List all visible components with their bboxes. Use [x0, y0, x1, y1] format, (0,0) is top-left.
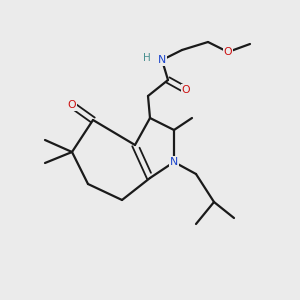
Text: N: N	[158, 55, 166, 65]
Text: O: O	[182, 85, 190, 95]
Text: O: O	[224, 47, 232, 57]
Text: H: H	[143, 53, 151, 64]
Text: O: O	[68, 100, 76, 110]
Text: N: N	[170, 157, 178, 167]
